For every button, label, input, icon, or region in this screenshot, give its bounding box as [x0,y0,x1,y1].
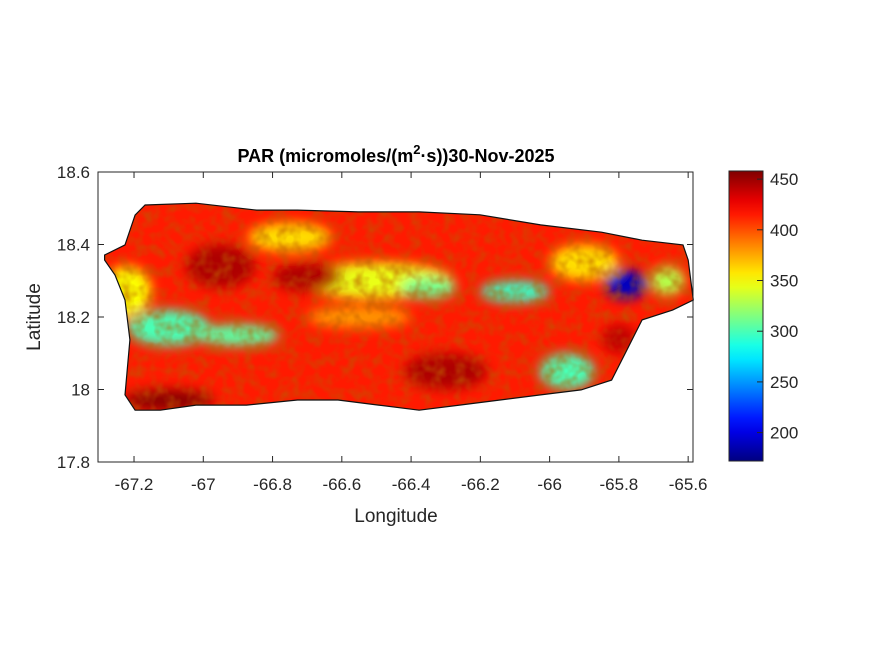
x-tick-label: -65.8 [600,475,639,494]
colorbar-tick-label: 350 [770,272,798,291]
x-tick-label: -66.4 [392,475,431,494]
x-tick-label: -67 [191,475,216,494]
colorbar-tick-label: 300 [770,322,798,341]
colorbar [728,170,764,462]
coastline [103,202,694,411]
par-field [104,203,693,411]
x-tick-label: -66.8 [253,475,292,494]
x-tick-label: -66.6 [322,475,361,494]
colorbar-tick-label: 200 [770,424,798,443]
x-axis-label: Longitude [354,506,437,527]
y-tick-label: 18.4 [57,236,90,255]
x-tick-label: -66 [537,475,562,494]
y-tick-label: 18.6 [57,163,90,182]
chart-title: PAR (micromoles/(m2·s))30-Nov-2025 [238,142,555,166]
colorbar-tick-label: 400 [770,221,798,240]
x-tick-label: -66.2 [461,475,500,494]
x-tick-label: -67.2 [115,475,154,494]
y-axis-label: Latitude [24,283,45,351]
colorbar-tick-label: 450 [770,170,798,189]
x-tick-label: -65.6 [669,475,708,494]
field-texture [104,203,693,411]
y-tick-label: 18 [71,381,90,400]
colorbar-tick-label: 250 [770,373,798,392]
y-tick-label: 17.8 [57,453,90,472]
y-tick-label: 18.2 [57,308,90,327]
